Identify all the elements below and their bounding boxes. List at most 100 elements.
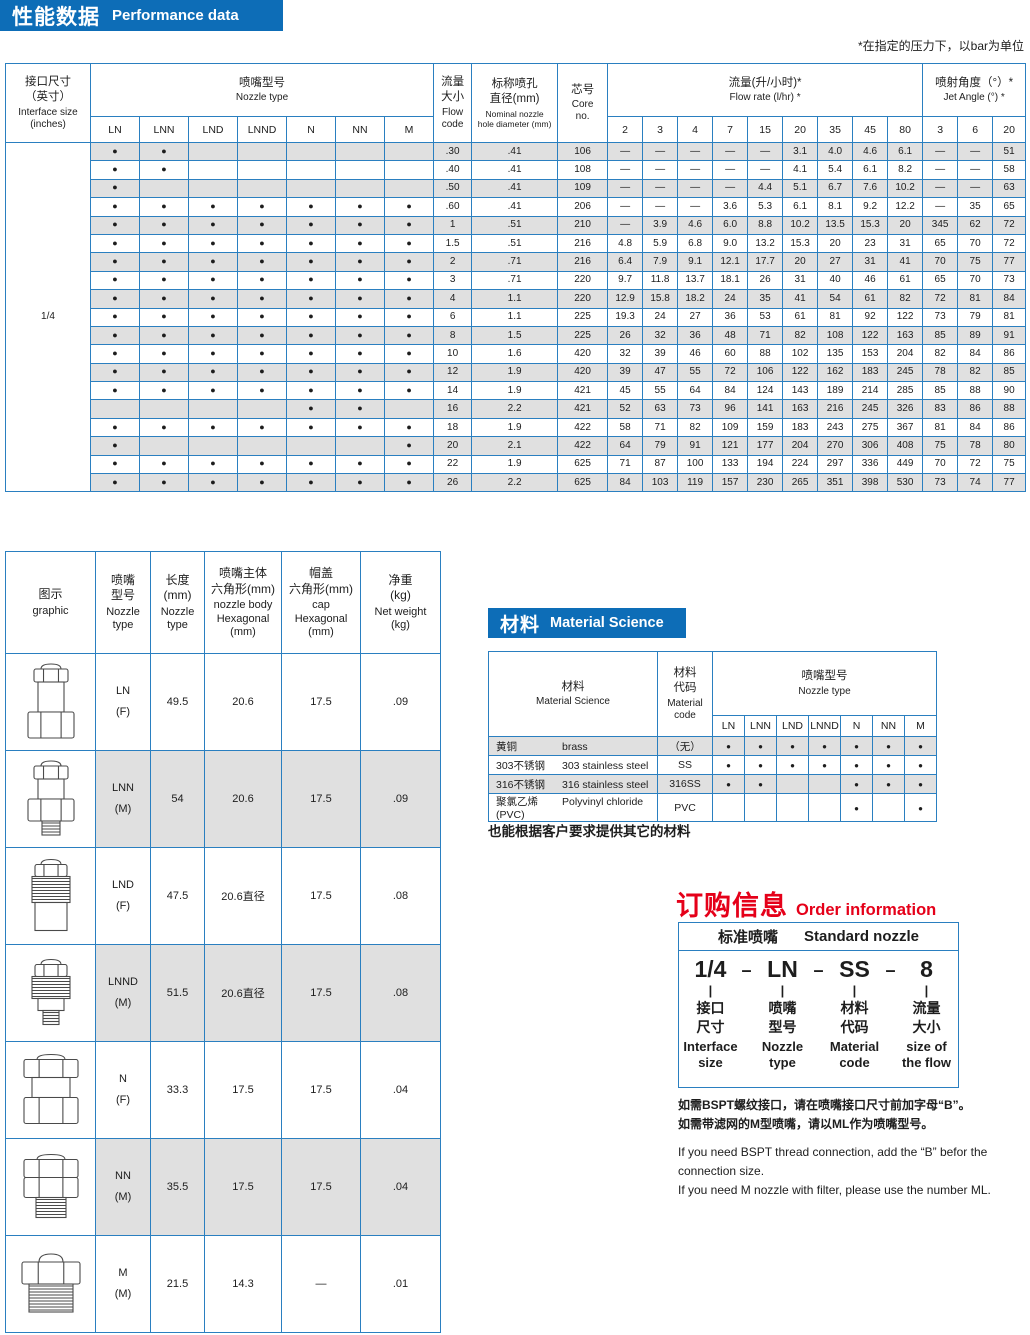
length-cell: 51.5 (150, 944, 205, 1042)
flow-rate-cell: 351 (817, 473, 854, 493)
dot-icon: ● (406, 311, 412, 322)
availability-dot-cell: ● (286, 233, 336, 254)
flow-rate-cell: 204 (887, 344, 924, 364)
flow-code-cell: 8 (433, 325, 473, 346)
flow-rate-cell: 55 (642, 381, 679, 401)
availability-dot-cell: ● (188, 454, 238, 475)
availability-dot-cell (237, 399, 287, 419)
jet-angle-cell: 65 (992, 197, 1027, 217)
order-code-box: 标准喷嘴 Standard nozzle 1/4– LN – SS –8 | 接口 尺寸… (678, 922, 959, 1088)
flow-rate-cell: 6.1 (852, 160, 889, 180)
availability-dot-cell: ● (237, 252, 287, 272)
flow-rate-cell: 71 (607, 454, 644, 475)
dot-icon: ● (259, 421, 265, 432)
jet-angle-cell: 72 (957, 454, 994, 475)
nozzle-type-col-header: 喷嘴 型号 Nozzle type (95, 551, 151, 654)
order-title-en: Order information (796, 901, 937, 919)
dimensions-table: 图示 graphic 喷嘴 型号 Nozzle type 长度 (mm) Noz… (5, 551, 441, 1333)
availability-dot-cell: ● (237, 325, 287, 346)
net-weight-cell: .08 (360, 847, 441, 945)
flow-rate-cell: — (677, 141, 714, 162)
jet-angle-cell: 90 (992, 381, 1027, 401)
flow-rate-cell: 122 (887, 307, 924, 327)
dot-icon: ● (259, 237, 265, 248)
order-title-zh: 订购信息 (676, 891, 788, 921)
flow-rate-cell: 177 (747, 436, 784, 456)
flow-code-cell: 3 (433, 270, 473, 291)
diameter-cell: .71 (471, 270, 559, 291)
flow-rate-cell: 73 (677, 399, 714, 419)
dot-icon: ● (357, 458, 363, 469)
dot-icon: ● (259, 366, 265, 377)
material-name-cell: 黄铜 brass (488, 736, 658, 756)
availability-dot-cell (335, 178, 385, 199)
flow-rate-cell: 13.5 (817, 215, 854, 235)
flow-pressure-label: 80 (887, 116, 924, 143)
order-label-row: | 接口 尺寸 Interface size | 喷嘴 型号 Nozzle ty… (679, 983, 958, 1071)
dot-icon: ● (357, 200, 363, 211)
dot-icon: ● (726, 761, 731, 770)
dot-icon: ● (112, 439, 118, 450)
jet-angle-cell: 78 (957, 436, 994, 456)
dot-icon: ● (406, 458, 412, 469)
dot-icon: ● (210, 384, 216, 395)
diameter-cell: .41 (471, 178, 559, 199)
availability-dot-cell (286, 178, 336, 199)
diameter-cell: .51 (471, 233, 559, 254)
availability-dot-cell: ● (139, 270, 189, 291)
jet-angle-cell: — (922, 141, 959, 162)
availability-dot-cell: ● (90, 197, 140, 217)
flow-rate-cell: 3.6 (712, 197, 749, 217)
flow-code-cell: 18 (433, 417, 473, 438)
flow-rate-cell: 408 (887, 436, 924, 456)
flow-pressure-label: 45 (852, 116, 889, 143)
jet-angle-cell: 79 (957, 307, 994, 327)
flow-rate-cell: 82 (887, 289, 924, 309)
dot-icon: ● (886, 742, 891, 751)
availability-dot-cell: ● (335, 289, 385, 309)
jet-angle-cell: 81 (992, 307, 1027, 327)
material-row: 316不锈钢 316 stainless steel 316SS ● ● ● ● ● (488, 774, 938, 794)
dot-icon: ● (112, 421, 118, 432)
flow-rate-cell: 204 (782, 436, 819, 456)
dot-icon: ● (790, 761, 795, 770)
availability-dot-cell (237, 141, 287, 162)
dot-icon: ● (822, 761, 827, 770)
graphic-cell (5, 1138, 96, 1236)
diameter-cell: 1.9 (471, 454, 559, 475)
material-dot-cell: ● (903, 736, 938, 756)
core-no-cell: 625 (557, 454, 609, 475)
core-no-cell: 420 (557, 344, 609, 364)
flow-rate-cell: 48 (712, 325, 749, 346)
availability-dot-cell (237, 178, 287, 199)
flow-code-cell: 22 (433, 454, 473, 475)
flow-rate-cell: 32 (642, 325, 679, 346)
dot-icon: ● (259, 384, 265, 395)
dot-icon: ● (161, 329, 167, 340)
dot-icon: ● (112, 366, 118, 377)
net-weight-header: 净重 (kg) Net weight (kg) (360, 551, 441, 654)
diameter-cell: 1.1 (471, 307, 559, 327)
jet-angle-cell: 86 (957, 399, 994, 419)
flow-rate-cell: 61 (887, 270, 924, 291)
dot-icon: ● (726, 742, 731, 751)
flow-rate-cell: 245 (887, 362, 924, 383)
availability-dot-cell: ● (237, 215, 287, 235)
flow-rate-cell: 7.9 (642, 252, 679, 272)
flow-rate-cell: 6.7 (817, 178, 854, 199)
material-dot-cell: ● (840, 793, 873, 822)
availability-dot-cell: ● (90, 473, 140, 493)
dot-icon: ● (259, 274, 265, 285)
material-dot-cell (808, 774, 841, 794)
jet-angle-cell: 70 (957, 233, 994, 254)
flow-rate-cell: 4.8 (607, 233, 644, 254)
material-dot-cell: ● (872, 755, 905, 775)
flow-rate-cell: 36 (677, 325, 714, 346)
availability-dot-cell: ● (139, 160, 189, 180)
dot-icon: ● (308, 200, 314, 211)
cap-hex-cell: 17.5 (281, 847, 361, 945)
graphic-cell (5, 653, 96, 751)
availability-dot-cell (383, 178, 435, 199)
availability-dot-cell (335, 436, 385, 456)
dot-icon: ● (112, 292, 118, 303)
